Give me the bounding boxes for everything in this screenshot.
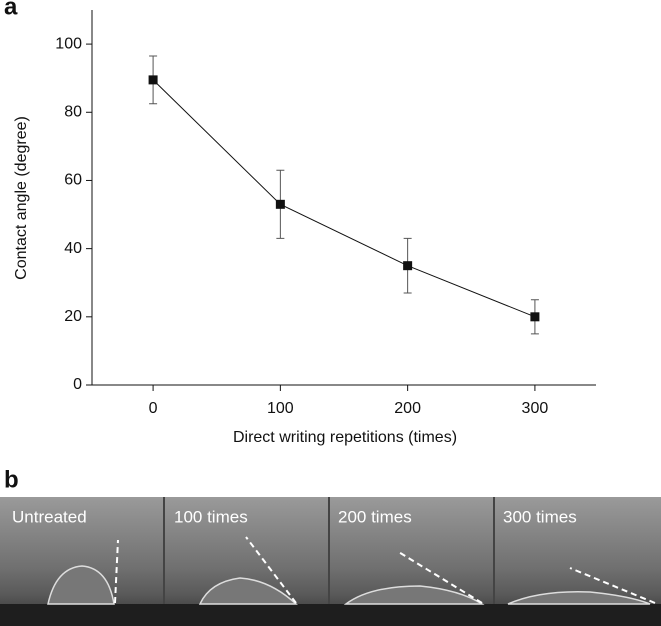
panel-label: a: [4, 0, 18, 20]
x-tick-label: 200: [394, 400, 421, 417]
tangent-line: [396, 550, 483, 604]
x-tick-label: 100: [267, 400, 294, 417]
photo-label: 300 times: [503, 507, 577, 526]
y-tick-label: 20: [64, 308, 82, 325]
droplet: [47, 565, 115, 605]
x-tick-label: 300: [522, 400, 549, 417]
x-axis-label: Direct writing repetitions (times): [233, 429, 457, 446]
photo-label: 100 times: [174, 507, 248, 526]
droplet: [343, 585, 485, 605]
y-tick-label: 80: [64, 103, 82, 120]
x-tick-label: 0: [149, 400, 158, 417]
panel-label: b: [4, 466, 19, 493]
y-tick-label: 60: [64, 172, 82, 189]
y-tick-label: 100: [55, 35, 82, 52]
tangent-line: [569, 567, 656, 604]
data-point: [148, 75, 158, 85]
droplet: [198, 577, 298, 605]
y-tick-label: 0: [73, 376, 82, 393]
data-point: [403, 261, 413, 271]
photo-label: 200 times: [338, 507, 412, 526]
y-tick-label: 40: [64, 240, 82, 257]
photo-label: Untreated: [12, 507, 87, 526]
data-point: [275, 199, 285, 209]
y-axis-label: Contact angle (degree): [13, 116, 30, 280]
droplet: [507, 591, 651, 605]
data-line: [152, 79, 536, 318]
tangent-line: [245, 536, 297, 604]
tangent-line: [114, 539, 119, 604]
data-point: [530, 312, 540, 322]
substrate: [0, 604, 661, 626]
photo-strip: Untreated 100 times 200 times 300 times: [0, 497, 661, 626]
